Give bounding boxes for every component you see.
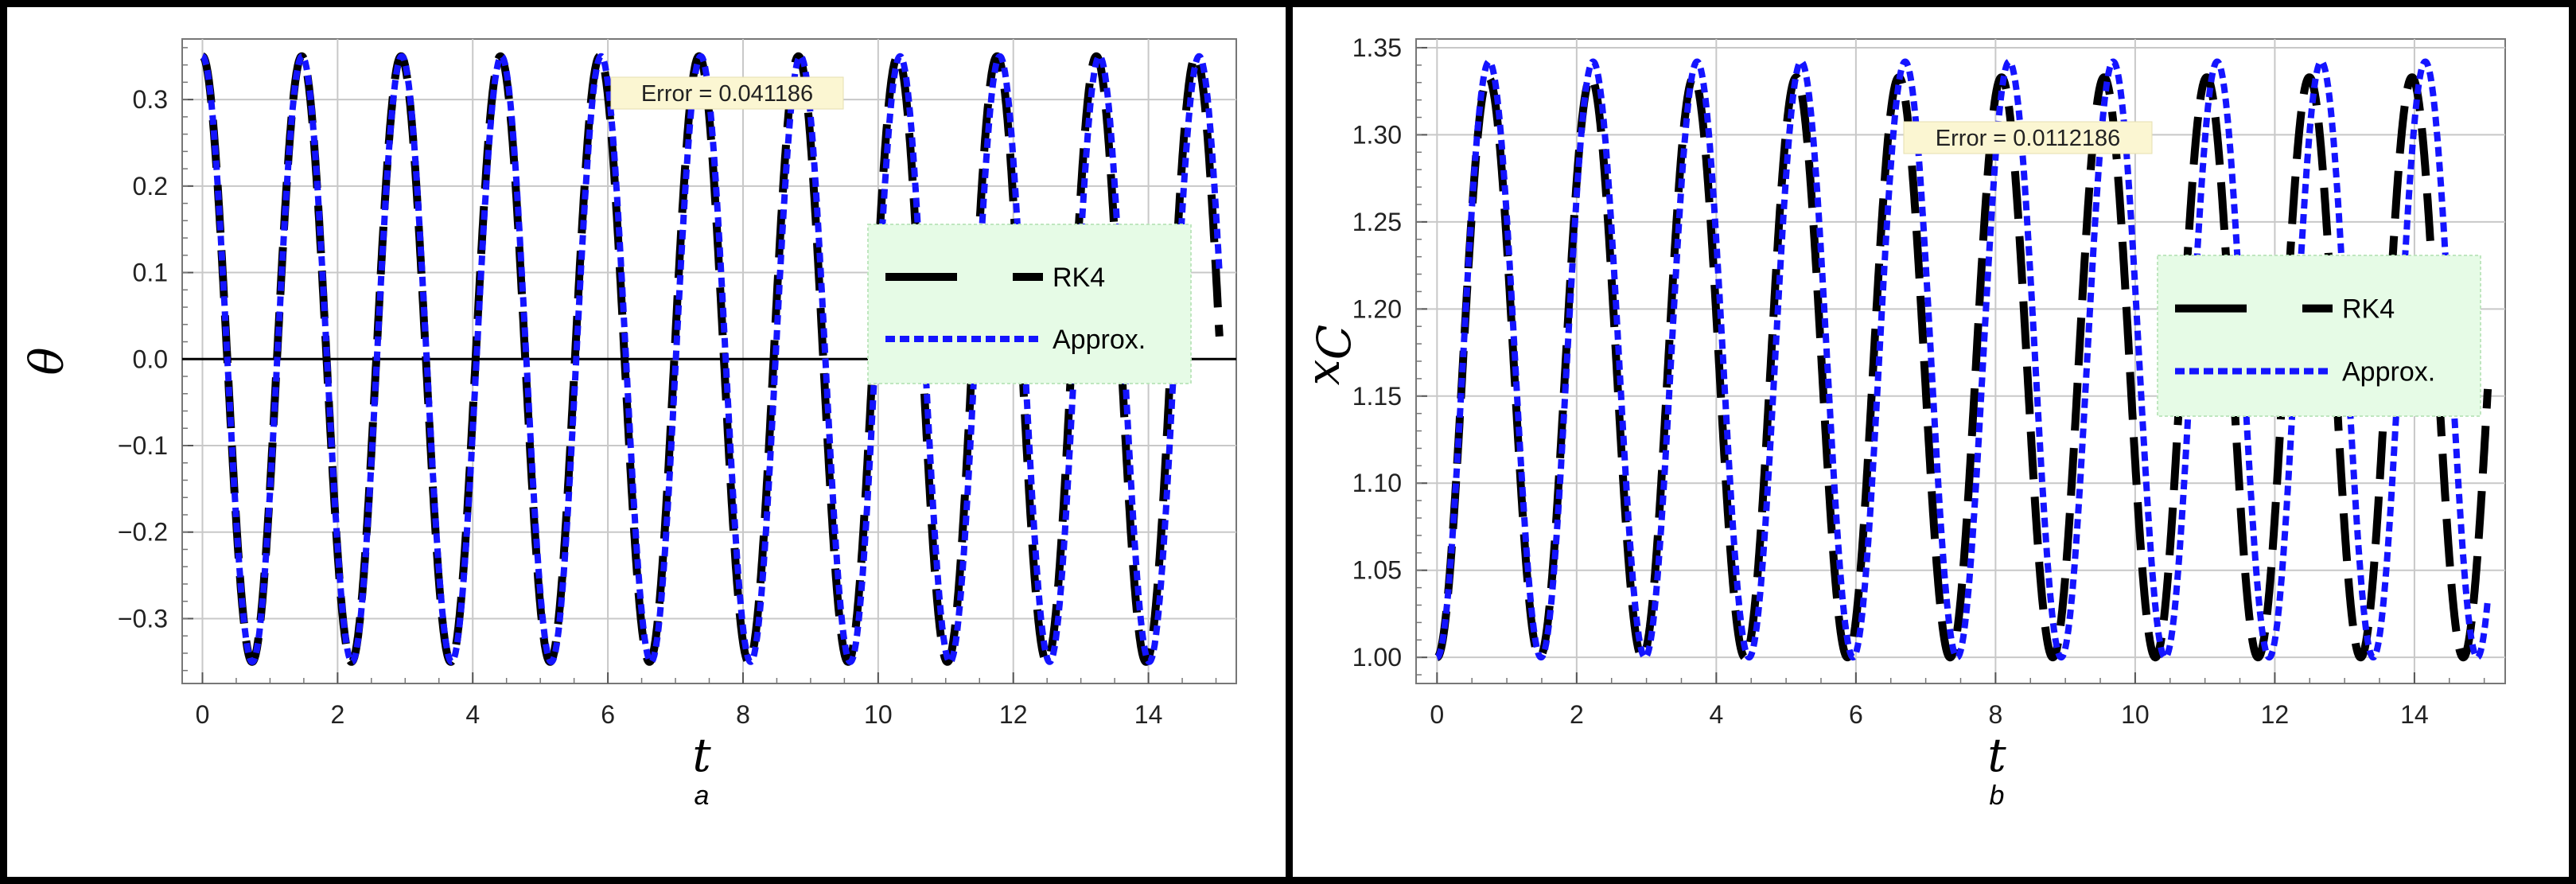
x-tick-label: 6 — [1849, 700, 1863, 729]
x-tick-label: 2 — [1570, 700, 1584, 729]
x-tick-label: 10 — [864, 700, 893, 729]
legend-entry: RK4 — [1053, 263, 1105, 293]
y-axis-label-sub: C — [1307, 325, 1361, 360]
legend-entry: Approx. — [2342, 356, 2435, 387]
y-axis-label: θ — [20, 348, 74, 376]
y-tick-label: 1.05 — [1352, 556, 1402, 585]
y-tick-label: 1.00 — [1352, 643, 1402, 672]
series-line-approx — [200, 53, 1223, 665]
x-tick-label: 8 — [1988, 700, 2002, 729]
x-tick-label: 12 — [999, 700, 1028, 729]
chart-b-svg: 0 2 4 6 8 10 12 14 1.35 1.30 1.25 1.20 1.15 1.10 1.05 1… — [1296, 33, 2506, 811]
y-tick-label: 1.30 — [1352, 120, 1402, 149]
x-tick-label: 14 — [2400, 700, 2429, 729]
x-tick-label: 14 — [1134, 700, 1163, 729]
x-tick-label: 10 — [2121, 700, 2150, 729]
x-axis-label: t — [692, 728, 711, 782]
y-tick-label: −0.1 — [118, 431, 168, 460]
error-annotation-box — [1903, 121, 2153, 154]
chart-a-svg: 0 2 4 6 8 10 12 14 0.3 0.2 0.1 0.0 −0.1 −0.2 −0.3 Error… — [20, 38, 1237, 811]
y-tick-label: 0.0 — [133, 345, 168, 373]
x-tick-label: 6 — [601, 700, 615, 729]
x-tick-label: 0 — [1430, 700, 1444, 729]
x-tick-label: 4 — [465, 700, 480, 729]
x-axis-label: t — [1987, 728, 2006, 782]
chart-panel-a: 0 2 4 6 8 10 12 14 0.3 0.2 0.1 0.0 −0.1 −0.2 −0.3 Error… — [0, 0, 1293, 884]
legend-box — [867, 224, 1192, 384]
x-tick-label: 4 — [1709, 700, 1723, 729]
error-annotation: Error = 0.041186 — [641, 81, 813, 107]
x-tick-label: 0 — [196, 700, 210, 729]
series-line-approx — [1434, 58, 2492, 661]
y-tick-label: 1.10 — [1352, 469, 1402, 497]
y-tick-label: −0.3 — [118, 604, 168, 633]
error-annotation: Error = 0.0112186 — [1936, 126, 2120, 151]
y-tick-label: 1.35 — [1352, 33, 1402, 62]
y-tick-label: 1.20 — [1352, 294, 1402, 323]
series-line-rk4 — [199, 52, 1224, 666]
legend-entry: Approx. — [1053, 325, 1146, 355]
y-tick-label: 1.25 — [1352, 208, 1402, 236]
y-tick-label: 1.15 — [1352, 382, 1402, 411]
panel-label: a — [695, 781, 710, 811]
legend-box — [2157, 255, 2481, 417]
panel-label: b — [1990, 781, 2005, 811]
legend-entry: RK4 — [2342, 294, 2395, 325]
x-tick-label: 8 — [736, 700, 750, 729]
y-tick-label: 0.2 — [133, 172, 168, 201]
y-tick-label: −0.2 — [118, 518, 168, 547]
y-axis-label: xC — [1296, 325, 1361, 386]
y-axis-label-main: x — [1296, 360, 1350, 386]
y-tick-label: 0.3 — [133, 85, 168, 114]
x-tick-label: 12 — [2261, 700, 2290, 729]
error-annotation-box — [610, 76, 844, 110]
x-tick-label: 2 — [330, 700, 344, 729]
chart-panel-b: 0 2 4 6 8 10 12 14 1.35 1.30 1.25 1.20 1.15 1.10 1.05 1… — [1286, 0, 2576, 884]
y-tick-label: 0.1 — [133, 259, 168, 287]
